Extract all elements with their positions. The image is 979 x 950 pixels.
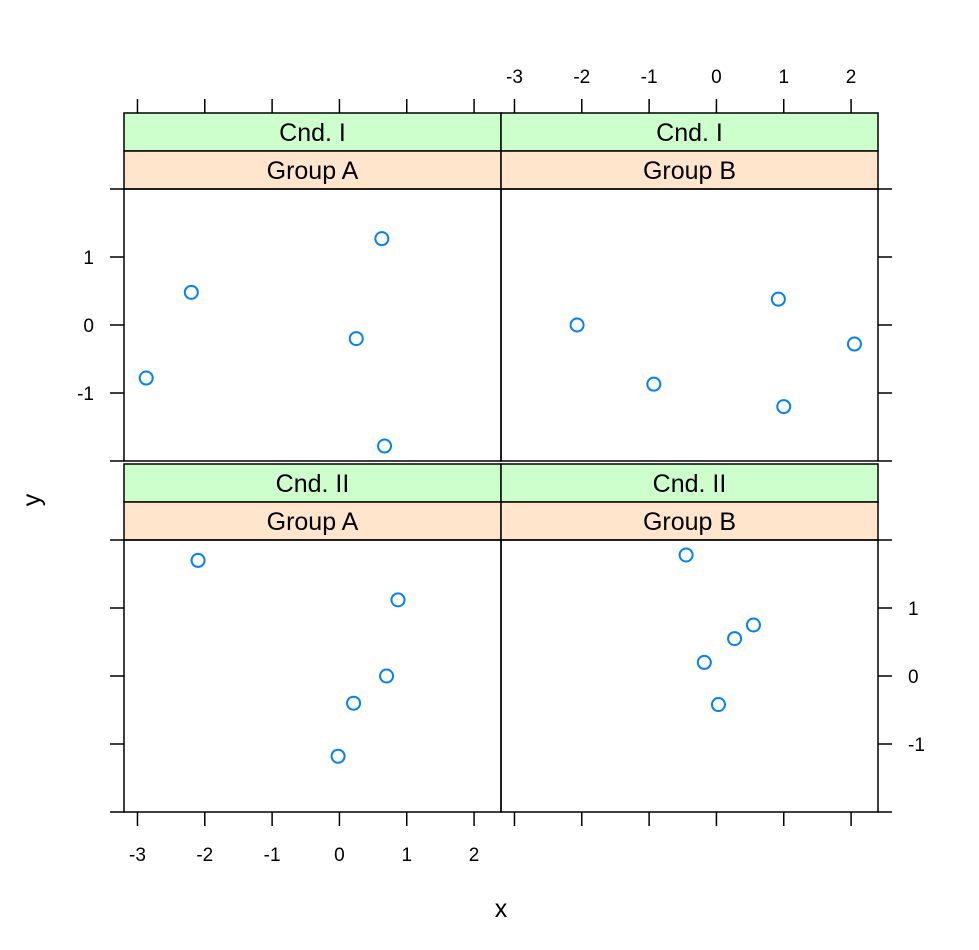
data-point [390, 592, 406, 608]
panel-plot-area [123, 539, 502, 813]
group-strip [123, 501, 502, 541]
panel-4: Cnd. II Group B [500, 463, 879, 813]
panel-1: Cnd. I Group A [123, 112, 502, 462]
condition-strip [500, 112, 879, 152]
data-point [330, 748, 346, 764]
data-point [379, 668, 395, 684]
data-point [727, 631, 743, 647]
panel-plot-area [500, 188, 879, 462]
x-tick-label: 1 [401, 845, 412, 866]
group-strip-label: Group A [267, 508, 359, 536]
panel-plot-area [500, 539, 879, 813]
y-axis-title: y [18, 493, 46, 506]
x-tick-label: 0 [711, 67, 722, 88]
panel-group: Cnd. I Group A Cnd. I Group B Cnd. II Group A… [123, 112, 879, 813]
data-point [190, 552, 206, 568]
x-tick-label: -1 [264, 845, 281, 866]
x-tick-label: -3 [506, 67, 523, 88]
y-tick-label: -1 [77, 384, 94, 405]
group-strip [500, 501, 879, 541]
data-point [138, 370, 154, 386]
group-strip [123, 150, 502, 190]
x-tick-label: -3 [129, 845, 146, 866]
data-point [646, 376, 662, 392]
panel-3: Cnd. II Group A [123, 463, 502, 813]
data-point [569, 317, 585, 333]
x-tick-label: -2 [573, 67, 590, 88]
data-point [846, 336, 862, 352]
axis-group: -3 -3 -2 -2 -1 -1 0 0 1 1 2 2 -1 0 1 -1 0 1 [77, 67, 925, 866]
group-strip-label: Group A [267, 157, 359, 185]
data-point [696, 654, 712, 670]
group-strip [500, 150, 879, 190]
x-tick-label: 1 [778, 67, 789, 88]
y-tick-label: 0 [83, 316, 94, 337]
x-tick-label: 2 [469, 845, 480, 866]
x-tick-label: -1 [641, 67, 658, 88]
panel-plot-area [123, 188, 502, 462]
data-point [745, 617, 761, 633]
x-tick-label: 0 [334, 845, 345, 866]
data-point [374, 231, 390, 247]
data-point [770, 291, 786, 307]
data-point [377, 438, 393, 454]
x-axis-title: x [495, 895, 508, 923]
group-strip-label: Group B [643, 157, 736, 185]
condition-strip-label: Cnd. I [279, 119, 346, 147]
group-strip-label: Group B [643, 508, 736, 536]
y-tick-label: -1 [908, 735, 925, 756]
y-tick-label: 0 [908, 667, 919, 688]
data-point [710, 697, 726, 713]
condition-strip-label: Cnd. I [656, 119, 723, 147]
data-point [776, 399, 792, 415]
data-point [346, 695, 362, 711]
panel-2: Cnd. I Group B [500, 112, 879, 462]
data-point [183, 284, 199, 300]
y-tick-label: 1 [908, 599, 919, 620]
condition-strip-label: Cnd. II [653, 470, 727, 498]
data-point [348, 331, 364, 347]
y-tick-label: 1 [83, 248, 94, 269]
x-tick-label: -2 [196, 845, 213, 866]
data-point [678, 547, 694, 563]
x-tick-label: 2 [846, 67, 857, 88]
condition-strip-label: Cnd. II [276, 470, 350, 498]
condition-strip [123, 112, 502, 152]
